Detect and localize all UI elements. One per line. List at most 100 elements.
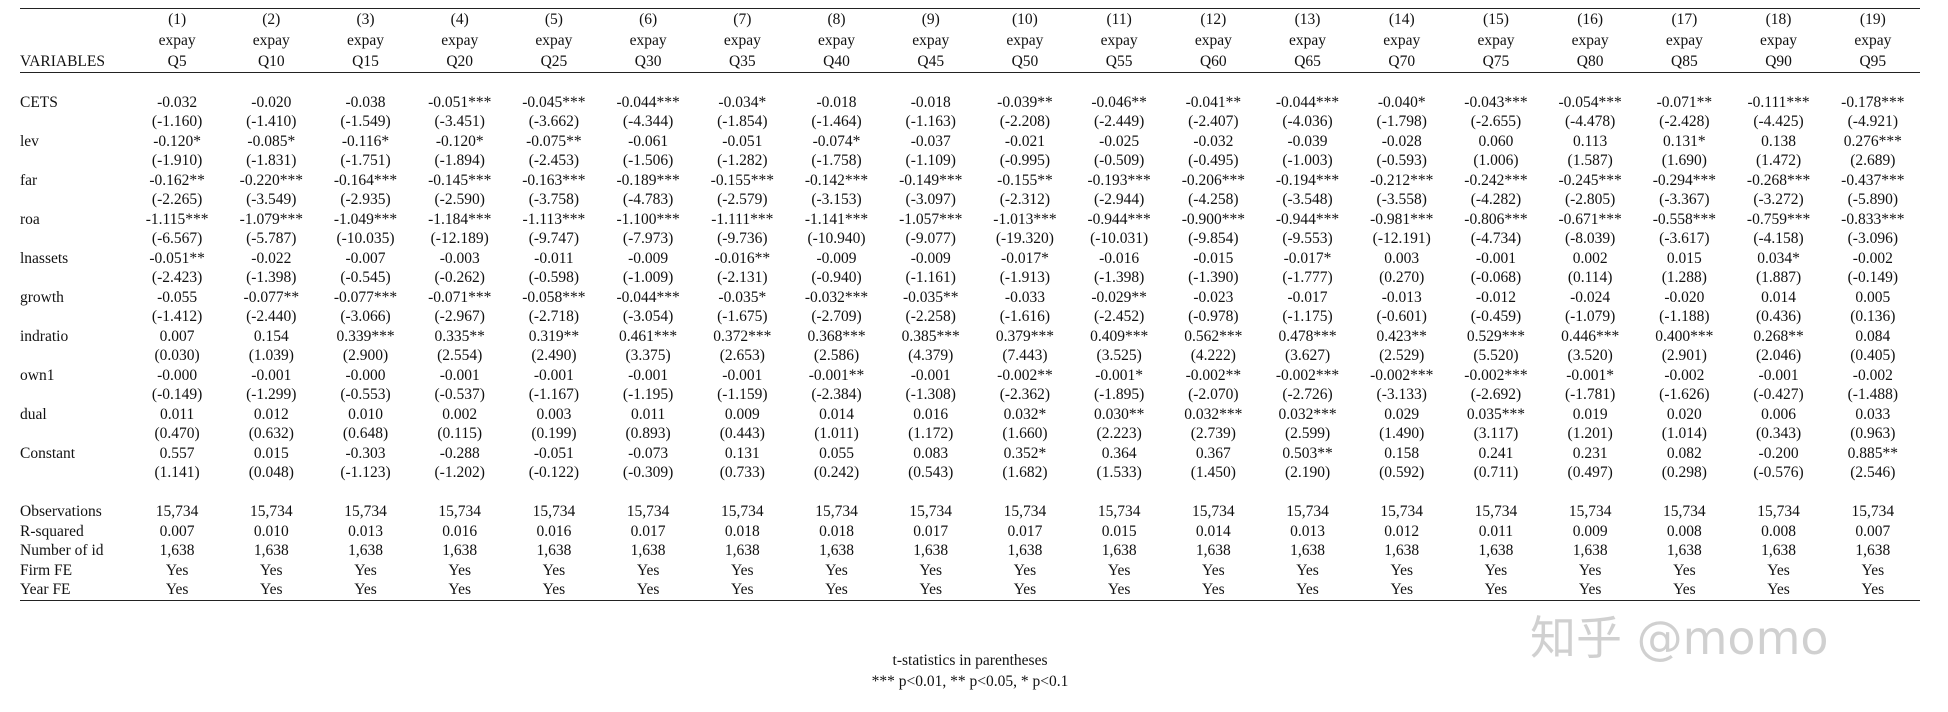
t-statistic: (-9.747) — [528, 230, 580, 247]
empty-cell — [20, 307, 130, 327]
t-statistic: (-1.895) — [1093, 386, 1145, 403]
coefficient: 0.084 — [1855, 327, 1891, 345]
column-header: Q95 — [1825, 51, 1920, 73]
coefficient: 0.138 — [1761, 132, 1796, 150]
t-statistic: (-2.709) — [811, 308, 862, 325]
t-statistic: (1.288) — [1661, 269, 1707, 286]
stat-value: 1,638 — [819, 542, 854, 559]
stat-value: 0.013 — [1290, 522, 1325, 540]
coefficient: 0.503** — [1282, 444, 1333, 462]
t-statistic: (-3.097) — [905, 191, 956, 208]
t-statistic: (-1.009) — [622, 269, 674, 286]
header-row: VARIABLES Q5 Q10 Q15 Q20 Q25 Q30 Q35 Q40 Q45 Q50 Q5… — [20, 51, 1920, 73]
coefficient: -0.002*** — [1464, 366, 1528, 384]
coefficient: -0.833*** — [1841, 210, 1905, 228]
coefficient: 0.400*** — [1655, 327, 1714, 345]
t-statistic: (-1.398) — [1093, 269, 1145, 286]
coefficient: -0.009 — [628, 249, 669, 267]
coefficient: -0.163*** — [522, 171, 586, 189]
coefficient: 0.055 — [819, 444, 854, 462]
coefficient: 0.003 — [536, 405, 572, 423]
coefficient: 0.010 — [348, 405, 383, 423]
stat-value: Yes — [695, 580, 790, 601]
empty-cell — [413, 73, 507, 93]
coefficient: 0.015 — [253, 444, 289, 462]
t-statistic: (-2.131) — [717, 269, 768, 286]
column-header: expay — [629, 32, 667, 49]
t-statistic: (-1.616) — [999, 308, 1051, 325]
empty-cell — [1166, 73, 1260, 93]
variable-name: lnassets — [20, 249, 69, 267]
t-statistic: (-0.593) — [1376, 152, 1427, 169]
empty-cell — [978, 483, 1072, 503]
coefficient: -0.054*** — [1558, 93, 1622, 111]
stat-name: Year FE — [20, 580, 130, 601]
stat-value: 1,638 — [536, 542, 572, 559]
table-notes: t-statistics in parentheses *** p<0.01, … — [20, 650, 1920, 692]
empty-cell — [884, 73, 978, 93]
empty-cell — [20, 73, 130, 93]
stat-value: 1,638 — [159, 542, 195, 559]
coefficient: 0.083 — [913, 444, 949, 462]
t-statistic: (2.900) — [342, 347, 389, 364]
t-statistic: (-1.412) — [151, 308, 203, 325]
t-stat-row: (0.030) (1.039) (2.900) (2.554) (2.490) (3.37… — [20, 346, 1920, 366]
coefficient: 0.113 — [1572, 132, 1608, 150]
stat-value: Yes — [318, 580, 413, 601]
stat-value: 1,638 — [442, 542, 478, 559]
t-statistic: (-2.590) — [434, 191, 485, 208]
t-statistic: (-2.579) — [717, 191, 768, 208]
stat-value: 1,638 — [724, 542, 760, 559]
stat-value: Yes — [1166, 580, 1261, 601]
t-statistic: (-2.967) — [434, 308, 485, 325]
t-statistic: (1.472) — [1755, 152, 1802, 169]
t-statistic: (2.599) — [1284, 425, 1331, 442]
coefficient: -0.116* — [341, 132, 390, 150]
stat-value: 1,638 — [1195, 542, 1231, 559]
stat-value: 15,734 — [1097, 503, 1141, 520]
t-statistic: (-1.282) — [717, 152, 768, 169]
t-statistic: (-1.195) — [622, 386, 674, 403]
coefficient: -0.001 — [251, 366, 292, 384]
t-statistic: (-2.428) — [1659, 113, 1710, 130]
t-statistic: (-1.675) — [717, 308, 768, 325]
row-label — [20, 8, 130, 30]
empty-cell — [1260, 483, 1354, 503]
coefficient: -0.193*** — [1087, 171, 1151, 189]
stat-name: Firm FE — [20, 561, 73, 579]
coefficient: -0.044*** — [616, 288, 680, 306]
t-statistic: (-1.390) — [1188, 269, 1239, 286]
coefficient: -0.071*** — [428, 288, 492, 306]
t-statistic: (-6.567) — [151, 230, 203, 247]
stat-value: Yes — [731, 561, 754, 579]
coefficient: -0.032 — [157, 93, 198, 111]
column-header: (2) — [224, 8, 319, 30]
coefficient: -0.145*** — [428, 171, 492, 189]
column-header: expay — [1854, 32, 1892, 49]
row-label — [20, 30, 130, 51]
coefficient: 0.478*** — [1278, 327, 1337, 345]
t-statistic: (-2.362) — [999, 386, 1051, 403]
stat-value: 1,638 — [1572, 542, 1608, 559]
t-statistic: (-2.407) — [1188, 113, 1239, 130]
coefficient: -0.155** — [997, 171, 1053, 189]
coefficient: 0.131 — [724, 444, 760, 462]
t-statistic: (3.525) — [1096, 347, 1142, 364]
coefficient: -0.022 — [251, 249, 292, 267]
coefficient: 0.231 — [1572, 444, 1608, 462]
t-statistic: (1.587) — [1567, 152, 1613, 169]
column-header: Q15 — [318, 51, 413, 73]
stat-value: 15,734 — [155, 503, 199, 520]
coefficient: 0.367 — [1195, 444, 1231, 462]
t-statistic: (2.490) — [531, 347, 577, 364]
coefficient: -0.077*** — [333, 288, 398, 306]
t-statistic: (0.343) — [1755, 425, 1802, 442]
stat-value: Yes — [1543, 580, 1638, 601]
t-statistic: (-1.549) — [340, 113, 391, 130]
t-statistic: (-1.831) — [246, 152, 297, 169]
column-header: Q70 — [1354, 51, 1449, 73]
t-statistic: (-4.258) — [1188, 191, 1239, 208]
coefficient: -0.044*** — [616, 93, 680, 111]
coefficient: -0.028 — [1381, 132, 1422, 150]
column-header: Q85 — [1637, 51, 1732, 73]
